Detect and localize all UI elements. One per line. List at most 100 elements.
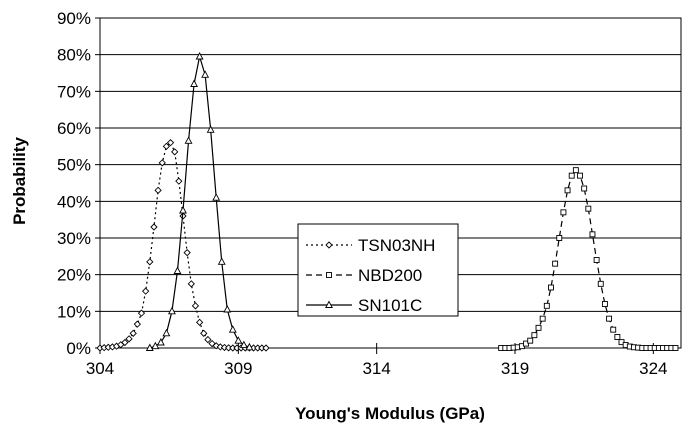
data-point bbox=[223, 305, 232, 313]
data-point bbox=[548, 284, 554, 291]
data-point bbox=[527, 337, 534, 344]
legend-label-sn101c: SN101C bbox=[358, 296, 422, 315]
data-point bbox=[151, 341, 160, 350]
x-tick-label: 314 bbox=[362, 359, 390, 378]
data-point bbox=[610, 326, 617, 333]
x-tick-label: 324 bbox=[639, 359, 667, 378]
data-point bbox=[121, 338, 129, 347]
y-tick-label: 80% bbox=[57, 46, 91, 65]
series-line bbox=[149, 56, 250, 349]
data-point bbox=[162, 328, 171, 337]
y-tick-label: 30% bbox=[57, 229, 91, 248]
data-point bbox=[156, 338, 165, 346]
x-tick-label: 319 bbox=[501, 359, 529, 378]
data-point bbox=[543, 302, 550, 309]
y-tick-label: 40% bbox=[57, 192, 91, 211]
data-point bbox=[166, 139, 175, 147]
data-point bbox=[535, 324, 542, 331]
data-point bbox=[191, 302, 200, 310]
data-point bbox=[593, 257, 600, 263]
legend-box bbox=[297, 223, 459, 317]
y-tick-label: 60% bbox=[57, 119, 91, 138]
data-point bbox=[228, 325, 237, 333]
series-nbd200 bbox=[498, 167, 679, 351]
x-tick-label: 309 bbox=[224, 359, 252, 378]
y-tick-label: 10% bbox=[57, 302, 91, 321]
y-tick-label: 90% bbox=[57, 9, 91, 28]
series-line bbox=[501, 169, 676, 349]
data-point bbox=[245, 342, 254, 351]
data-point bbox=[577, 172, 583, 179]
data-point bbox=[125, 335, 133, 343]
data-point bbox=[142, 287, 150, 295]
data-point bbox=[190, 79, 199, 87]
data-point bbox=[204, 335, 212, 344]
data-point bbox=[581, 185, 588, 192]
data-point bbox=[154, 186, 162, 194]
data-point bbox=[187, 280, 195, 288]
data-point bbox=[158, 159, 166, 167]
legend-marker-nbd200 bbox=[326, 272, 332, 278]
data-point bbox=[531, 332, 538, 339]
data-point bbox=[614, 334, 621, 340]
data-point bbox=[171, 148, 179, 156]
x-tick-label: 304 bbox=[86, 359, 114, 378]
data-point bbox=[183, 249, 191, 257]
data-point bbox=[672, 345, 679, 351]
data-point bbox=[201, 70, 210, 78]
y-tick-label: 20% bbox=[57, 266, 91, 285]
series-sn101c bbox=[145, 52, 254, 351]
legend: TSN03NH NBD200 SN101C bbox=[297, 223, 459, 317]
legend-label-tsn03nh: TSN03NH bbox=[358, 236, 435, 255]
data-point bbox=[179, 206, 187, 214]
data-point bbox=[552, 260, 559, 267]
legend-marker-sn101c bbox=[325, 300, 333, 308]
data-point bbox=[206, 125, 215, 133]
data-point bbox=[200, 329, 208, 337]
data-point bbox=[133, 320, 141, 328]
data-point bbox=[262, 344, 270, 352]
legend-marker-tsn03nh bbox=[325, 241, 333, 249]
data-point bbox=[539, 315, 546, 322]
data-point bbox=[195, 318, 204, 326]
data-point bbox=[585, 205, 592, 212]
data-point bbox=[597, 280, 604, 287]
data-point bbox=[601, 301, 608, 307]
data-point bbox=[564, 187, 571, 194]
data-point bbox=[173, 266, 182, 274]
data-point bbox=[212, 193, 221, 201]
y-axis-title: Probability bbox=[10, 137, 29, 225]
data-point bbox=[184, 136, 193, 144]
data-point bbox=[129, 329, 137, 337]
data-point bbox=[146, 258, 154, 266]
data-point bbox=[239, 340, 248, 349]
y-tick-label: 70% bbox=[57, 82, 91, 101]
data-point bbox=[572, 167, 579, 174]
data-point bbox=[560, 209, 567, 216]
y-tick-label: 50% bbox=[57, 156, 91, 175]
data-point bbox=[145, 343, 154, 351]
data-point bbox=[556, 235, 563, 241]
series bbox=[96, 52, 679, 352]
data-point bbox=[175, 177, 183, 185]
data-point bbox=[589, 231, 596, 238]
data-point bbox=[137, 309, 146, 317]
data-point bbox=[195, 52, 204, 60]
x-axis-title: Young's Modulus (GPa) bbox=[295, 404, 485, 423]
data-point bbox=[150, 223, 158, 231]
legend-items: TSN03NH NBD200 SN101C bbox=[306, 236, 435, 315]
tick-labels: 0% 10% 20% 30% 40% 50% 60% 70% 80% 90% 304 309 314 31… bbox=[57, 9, 668, 378]
data-point bbox=[167, 306, 176, 315]
plot-area-border bbox=[99, 17, 682, 349]
data-point bbox=[217, 257, 226, 265]
legend-label-nbd200: NBD200 bbox=[358, 266, 422, 285]
data-point bbox=[162, 142, 171, 150]
series-tsn03nh bbox=[96, 139, 270, 352]
axes bbox=[95, 17, 682, 354]
data-point bbox=[234, 336, 243, 344]
y-tick-label: 0% bbox=[66, 339, 91, 358]
series-line bbox=[99, 141, 266, 349]
data-point bbox=[606, 315, 613, 322]
